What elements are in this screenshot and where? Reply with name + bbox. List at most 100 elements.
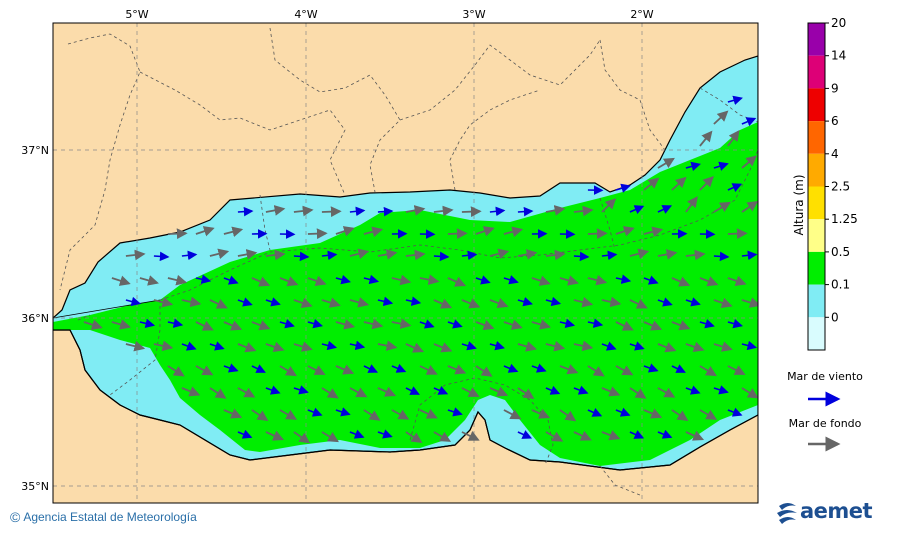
wind-sea-arrow	[741, 117, 757, 127]
swell-arrow	[713, 110, 729, 125]
wind-sea-arrow	[713, 161, 729, 171]
swell-arrow	[461, 387, 480, 397]
swell-arrow	[643, 320, 663, 331]
swell-arrow	[559, 409, 577, 422]
swell-arrow	[671, 409, 689, 421]
swell-arrow	[335, 226, 355, 237]
swell-arrow	[265, 341, 285, 353]
swell-arrow	[293, 431, 311, 444]
wind-sea-arrow	[349, 340, 366, 351]
colorbar-cell	[808, 23, 825, 56]
swell-arrow	[279, 276, 299, 287]
wind-sea-arrow	[657, 429, 673, 439]
wind-sea-arrow	[153, 251, 170, 262]
colorbar-tick-label: 14	[831, 49, 846, 63]
swell-arrow	[685, 430, 705, 441]
swell-arrow	[293, 205, 314, 217]
wind-sea-arrow	[349, 429, 365, 439]
swell-arrow	[223, 320, 243, 331]
wind-sea-arrow	[181, 341, 197, 351]
swell-arrow	[601, 296, 622, 308]
map-panel	[53, 23, 758, 503]
swell-arrow	[293, 297, 313, 309]
swell-arrow	[349, 387, 368, 398]
swell-arrow	[489, 248, 510, 260]
swell-arrow	[153, 340, 174, 352]
swell-arrow	[405, 249, 426, 261]
wind-sea-arrow	[685, 161, 701, 172]
wind-sea-arrow	[685, 297, 701, 307]
swell-arrow	[741, 387, 758, 399]
colorbar-tick-label: 4	[831, 147, 839, 161]
swell-arrow	[503, 319, 523, 330]
swell-arrow	[629, 298, 648, 309]
swell-arrow	[489, 297, 509, 309]
swell-arrow	[559, 364, 579, 375]
colorbar-tick-label: 0.5	[831, 245, 850, 259]
swell-arrow	[727, 228, 748, 240]
swell-arrow	[727, 130, 740, 147]
swell-arrow	[293, 341, 313, 352]
swell-arrow	[405, 431, 423, 443]
wind-sea-arrow	[405, 386, 420, 395]
wind-sea-arrow	[265, 385, 281, 395]
swell-arrow	[587, 274, 608, 286]
wind-sea-arrow	[727, 407, 743, 417]
swell-arrow	[601, 198, 617, 213]
wind-sea-arrow	[643, 363, 659, 373]
swell-arrow	[195, 320, 214, 331]
swell-arrow	[209, 387, 227, 399]
swell-arrow	[573, 430, 592, 441]
swell-arrow	[377, 340, 398, 352]
swell-arrow	[587, 228, 608, 240]
swell-arrow	[237, 387, 256, 398]
wind-sea-arrow	[615, 407, 631, 417]
wind-sea-arrow	[587, 407, 603, 417]
swell-arrow	[321, 297, 341, 308]
swell-arrow	[223, 226, 244, 238]
swell-arrow	[545, 205, 566, 216]
swell-arrow	[713, 297, 733, 309]
swell-arrow	[349, 297, 370, 308]
lat-label: 36°N	[21, 312, 49, 325]
swell-arrow	[461, 206, 482, 218]
colorbar-cell	[808, 55, 825, 89]
swell-arrow	[307, 365, 326, 375]
swell-arrow	[307, 275, 327, 287]
swell-arrow	[363, 318, 384, 330]
map-frame	[52, 22, 759, 504]
wind-sea-arrow	[713, 385, 729, 395]
swell-arrow	[195, 365, 214, 376]
wave-arrows	[83, 95, 758, 444]
swell-arrow	[433, 431, 452, 442]
colorbar-tick-label: 2.5	[831, 180, 850, 194]
wind-sea-arrow	[545, 385, 561, 395]
wind-sea-arrow	[321, 250, 338, 261]
wind-sea-arrow	[573, 251, 590, 262]
swell-arrow	[335, 319, 356, 330]
wind-sea-arrow	[531, 363, 547, 373]
wind-sea-arrow	[321, 340, 338, 351]
wind-sea-arrow	[573, 385, 589, 395]
colorbar-tick-label: 1.25	[831, 212, 858, 226]
wind-sea-arrow	[545, 296, 562, 307]
wind-sea-arrow	[629, 341, 645, 351]
wind-sea-arrow	[377, 429, 393, 439]
wind-sea-arrow	[447, 319, 463, 329]
swell-arrow	[181, 296, 202, 308]
coastline-south	[53, 329, 758, 471]
swell-arrow	[699, 365, 717, 377]
colorbar-cell	[808, 88, 825, 122]
swell-arrow	[167, 228, 188, 240]
swell-arrow	[727, 275, 747, 287]
colorbar: 20 14 9 6 4 2.5 1.25 0.5 0.1 0 Altura (m)	[792, 16, 858, 351]
swell-arrow	[517, 387, 535, 399]
colorbar-title: Altura (m)	[792, 174, 806, 235]
swell-arrow	[461, 298, 481, 309]
sea-wave-zone	[53, 122, 758, 466]
swell-arrow	[657, 249, 678, 260]
wind-sea-arrow	[447, 407, 463, 417]
swell-arrow	[727, 365, 746, 375]
swell-arrow	[643, 408, 663, 419]
wind-sea-arrow	[377, 296, 394, 307]
